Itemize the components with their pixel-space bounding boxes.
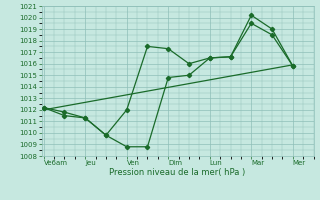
X-axis label: Pression niveau de la mer( hPa ): Pression niveau de la mer( hPa ): [109, 168, 246, 177]
